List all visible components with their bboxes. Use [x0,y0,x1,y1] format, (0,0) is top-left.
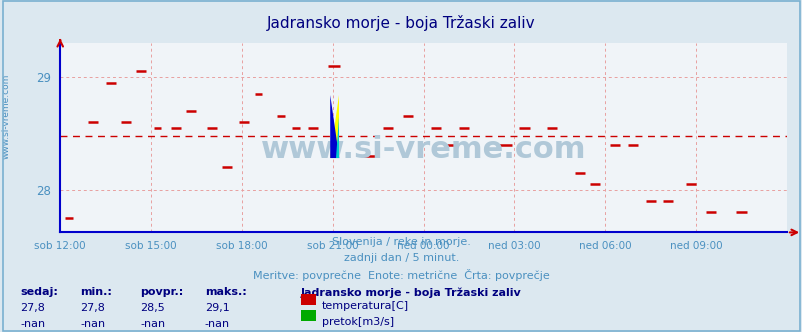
Text: www.si-vreme.com: www.si-vreme.com [261,135,585,164]
Text: povpr.:: povpr.: [140,287,184,297]
Text: Meritve: povprečne  Enote: metrične  Črta: povprečje: Meritve: povprečne Enote: metrične Črta:… [253,269,549,281]
Text: Slovenija / reke in morje.: Slovenija / reke in morje. [332,237,470,247]
Text: sedaj:: sedaj: [20,287,58,297]
Text: -nan: -nan [140,319,165,329]
Text: 27,8: 27,8 [80,303,105,313]
Text: -nan: -nan [80,319,105,329]
Text: pretok[m3/s]: pretok[m3/s] [322,317,394,327]
Text: www.si-vreme.com: www.si-vreme.com [2,73,11,159]
Text: -nan: -nan [20,319,45,329]
Text: zadnji dan / 5 minut.: zadnji dan / 5 minut. [343,253,459,263]
Text: Jadransko morje - boja Tržaski zaliv: Jadransko morje - boja Tržaski zaliv [301,287,521,298]
Text: maks.:: maks.: [205,287,246,297]
Polygon shape [330,95,339,158]
Text: -nan: -nan [205,319,229,329]
Text: 29,1: 29,1 [205,303,229,313]
Polygon shape [335,117,339,158]
Text: 27,8: 27,8 [20,303,45,313]
Text: temperatura[C]: temperatura[C] [322,301,408,311]
Polygon shape [330,95,339,158]
Text: Jadransko morje - boja Tržaski zaliv: Jadransko morje - boja Tržaski zaliv [267,15,535,31]
Text: min.:: min.: [80,287,112,297]
Text: 28,5: 28,5 [140,303,165,313]
